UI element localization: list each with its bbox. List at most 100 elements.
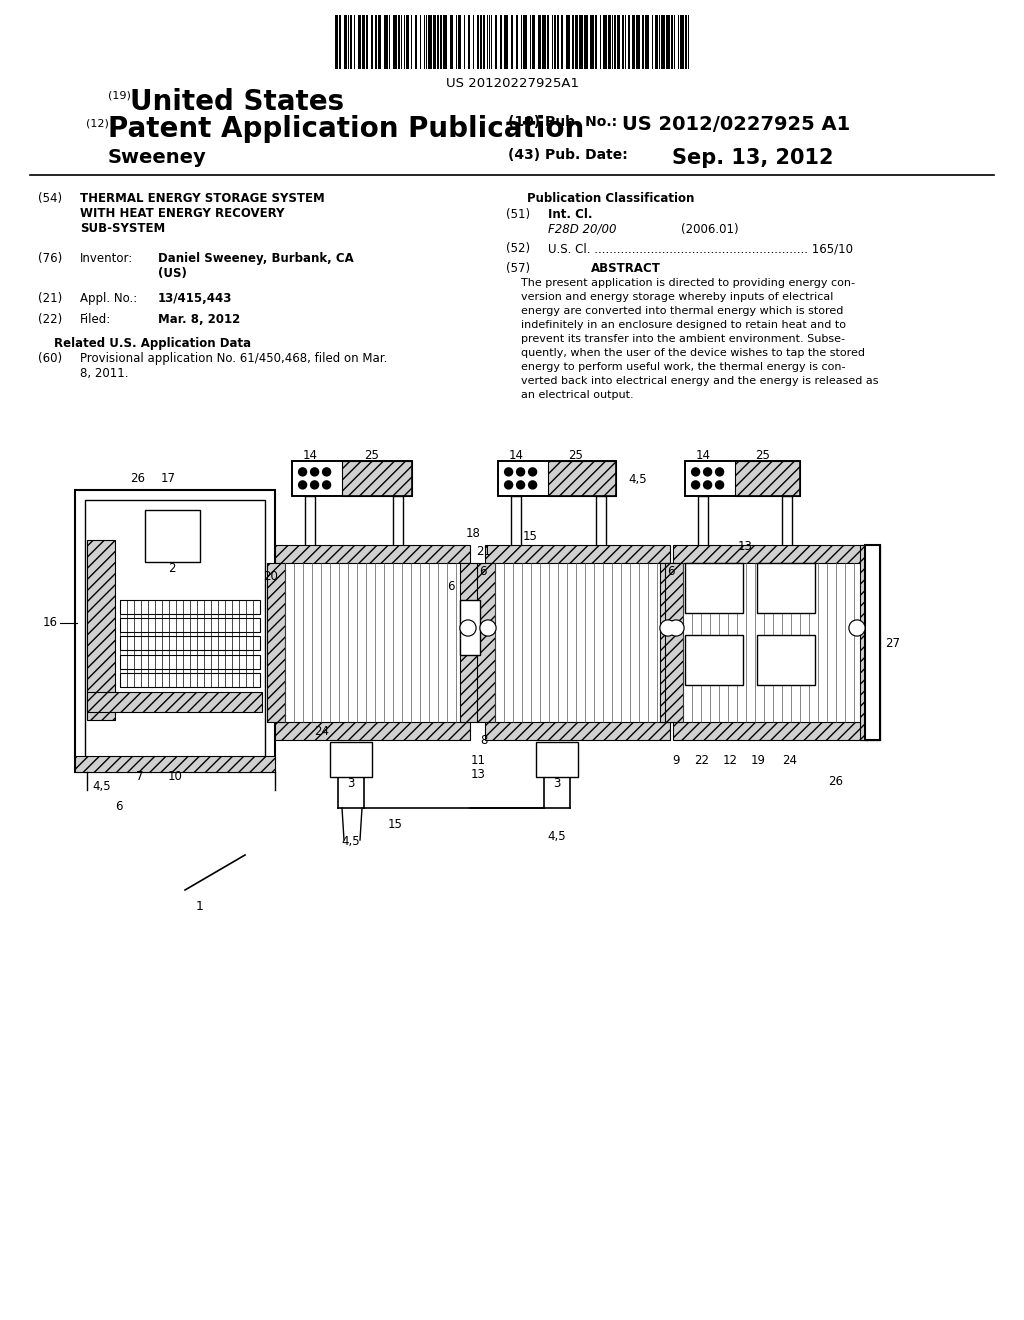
Text: (43) Pub. Date:: (43) Pub. Date: [508, 148, 628, 162]
Text: 24: 24 [782, 754, 798, 767]
Bar [458, 15, 461, 69]
Bar [375, 15, 377, 69]
Bar [865, 545, 880, 741]
Bar [757, 564, 815, 612]
Bar [554, 15, 556, 69]
Bar [579, 15, 583, 69]
Text: (54): (54) [38, 191, 62, 205]
Text: 4,5: 4,5 [342, 836, 360, 847]
Text: 24: 24 [314, 725, 330, 738]
Circle shape [505, 480, 513, 488]
Bar [330, 742, 372, 777]
Bar [428, 15, 432, 69]
Text: Daniel Sweeney, Burbank, CA: Daniel Sweeney, Burbank, CA [158, 252, 353, 265]
Circle shape [310, 480, 318, 488]
Bar [511, 496, 521, 546]
Bar [437, 15, 439, 69]
Bar [542, 15, 546, 69]
Text: version and energy storage whereby inputs of electrical: version and energy storage whereby input… [521, 292, 834, 302]
Bar [440, 15, 442, 69]
Circle shape [299, 467, 306, 477]
Bar [85, 500, 265, 762]
Circle shape [691, 480, 699, 488]
Circle shape [703, 467, 712, 477]
Text: 6: 6 [668, 565, 675, 578]
Bar [500, 15, 502, 69]
Bar [75, 756, 275, 772]
Text: 14: 14 [509, 449, 523, 462]
Text: 25: 25 [756, 449, 770, 462]
Bar [305, 496, 315, 546]
Text: 11: 11 [471, 754, 486, 767]
Bar [636, 15, 640, 69]
Text: (22): (22) [38, 313, 62, 326]
Text: 26: 26 [130, 473, 145, 484]
Circle shape [516, 467, 524, 477]
Text: quently, when the user of the device wishes to tap the stored: quently, when the user of the device wis… [521, 348, 865, 358]
Text: 25: 25 [568, 449, 584, 462]
Bar [685, 635, 743, 685]
Text: 4,5: 4,5 [92, 780, 111, 793]
Text: 26: 26 [828, 775, 843, 788]
Bar [655, 15, 658, 69]
Text: an electrical output.: an electrical output. [521, 389, 634, 400]
Text: energy are converted into thermal energy which is stored: energy are converted into thermal energy… [521, 306, 844, 315]
Text: 19: 19 [751, 754, 766, 767]
Bar [450, 15, 453, 69]
Text: 6: 6 [479, 565, 487, 578]
Text: 4,5: 4,5 [548, 830, 566, 843]
Text: (51): (51) [506, 209, 530, 220]
Text: 25: 25 [365, 449, 380, 462]
Bar [536, 742, 578, 777]
Bar [120, 655, 260, 669]
Bar [538, 15, 541, 69]
Bar [660, 564, 678, 722]
Bar [393, 15, 397, 69]
Circle shape [460, 620, 476, 636]
Bar [371, 15, 373, 69]
Bar [547, 15, 549, 69]
Text: 21: 21 [476, 545, 490, 558]
Bar [614, 15, 616, 69]
Text: SUB-SYSTEM: SUB-SYSTEM [80, 222, 165, 235]
Bar [603, 15, 607, 69]
Text: (19): (19) [108, 91, 131, 102]
Text: Sweeney: Sweeney [108, 148, 207, 168]
Circle shape [323, 480, 331, 488]
Text: 2: 2 [168, 562, 176, 576]
Bar [572, 15, 574, 69]
Bar [511, 15, 513, 69]
Text: Related U.S. Application Data: Related U.S. Application Data [54, 337, 252, 350]
Circle shape [480, 620, 496, 636]
Bar [477, 15, 479, 69]
Text: 13: 13 [737, 540, 753, 553]
Text: 15: 15 [387, 818, 402, 832]
Bar [685, 564, 743, 612]
Bar [292, 461, 412, 496]
Bar [460, 601, 480, 655]
Bar [433, 15, 436, 69]
Bar [665, 564, 683, 722]
Bar [335, 15, 338, 69]
Text: US 2012/0227925 A1: US 2012/0227925 A1 [622, 115, 850, 135]
Bar [358, 15, 361, 69]
Bar [685, 461, 800, 496]
Text: 27: 27 [885, 638, 900, 649]
Text: 8, 2011.: 8, 2011. [80, 367, 128, 380]
Bar [120, 673, 260, 686]
Bar [645, 15, 649, 69]
Text: Provisional application No. 61/450,468, filed on Mar.: Provisional application No. 61/450,468, … [80, 352, 387, 366]
Text: Inventor:: Inventor: [80, 252, 133, 265]
Bar [596, 496, 606, 546]
Circle shape [691, 467, 699, 477]
Text: 10: 10 [168, 770, 182, 783]
Circle shape [516, 480, 524, 488]
Text: 4,5: 4,5 [628, 473, 646, 486]
Bar [415, 15, 417, 69]
Bar [685, 15, 687, 69]
Bar [480, 15, 482, 69]
Bar [267, 564, 285, 722]
Text: ABSTRACT: ABSTRACT [591, 261, 660, 275]
Bar [516, 15, 518, 69]
Text: 18: 18 [466, 527, 481, 540]
